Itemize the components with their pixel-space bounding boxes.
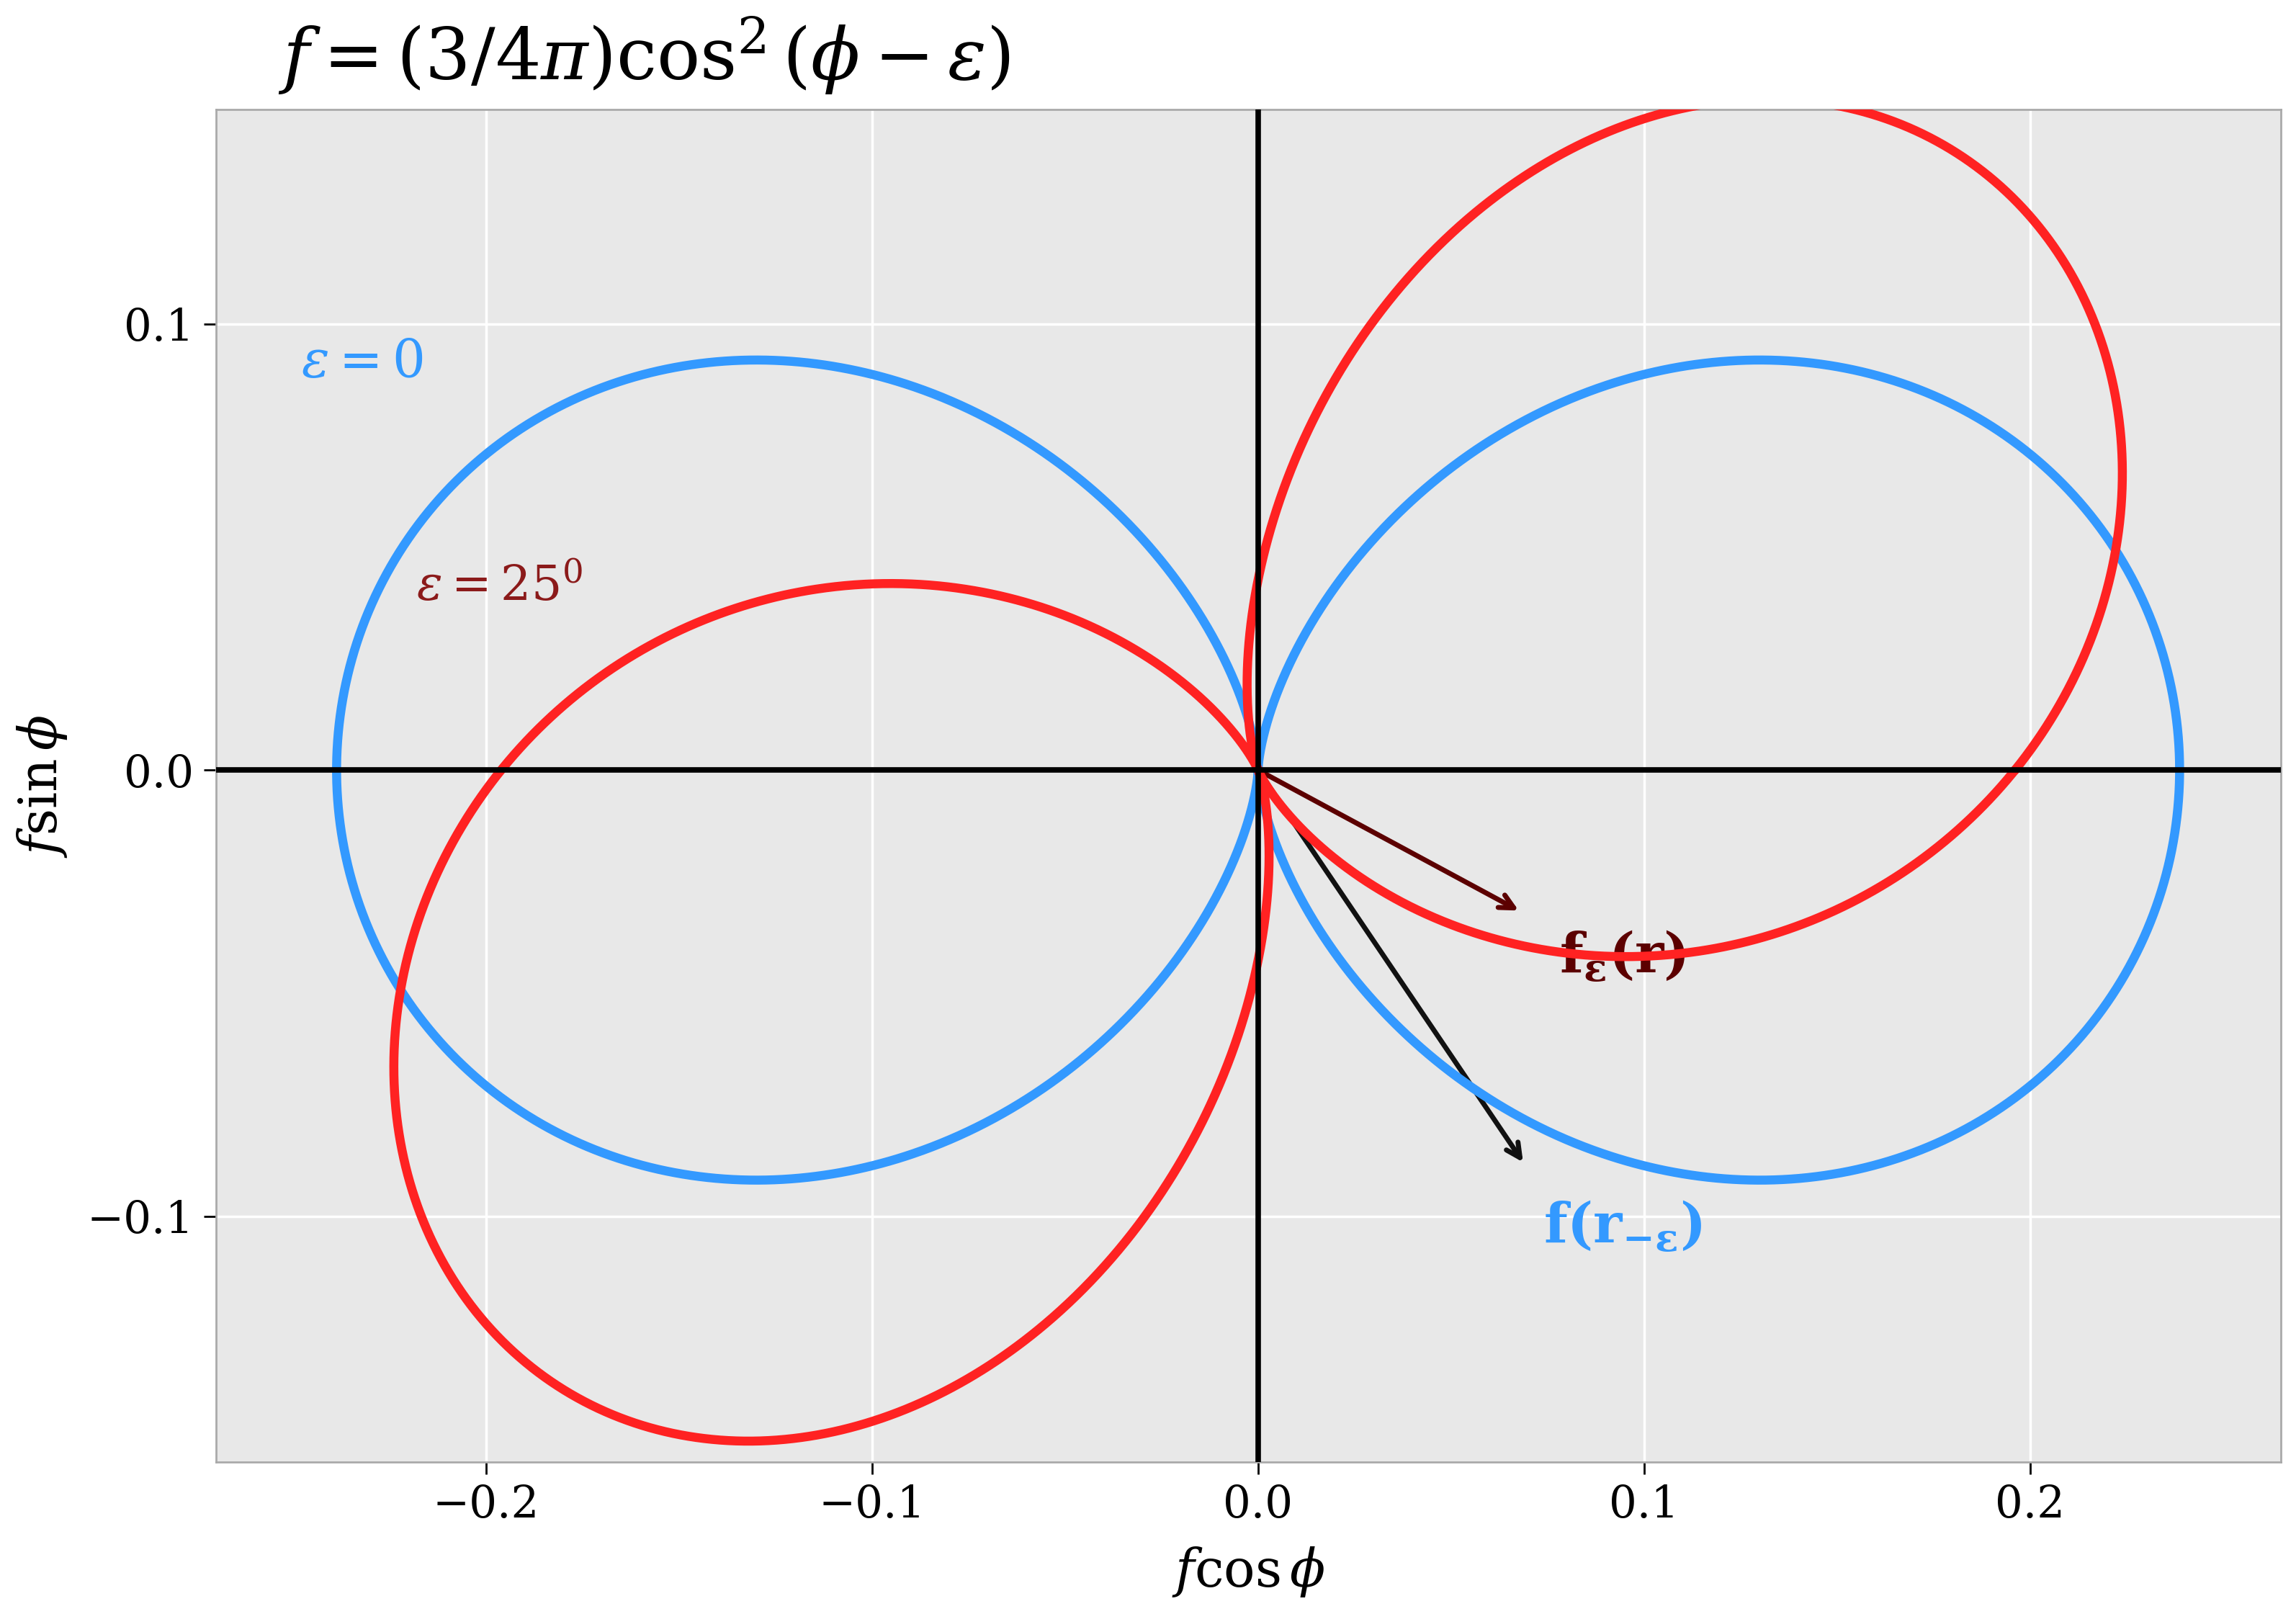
Y-axis label: $f\sin\phi$: $f\sin\phi$ <box>16 713 69 857</box>
X-axis label: $f\cos\phi$: $f\cos\phi$ <box>1171 1545 1325 1599</box>
Text: $\varepsilon = 25^0$: $\varepsilon = 25^0$ <box>416 563 583 610</box>
Text: $\mathbf{f_\varepsilon(r)}$: $\mathbf{f_\varepsilon(r)}$ <box>1559 930 1685 985</box>
Text: $f = (3/4\pi)\cos^2(\phi-\varepsilon)$: $f = (3/4\pi)\cos^2(\phi-\varepsilon)$ <box>278 15 1010 97</box>
Text: $\mathbf{f(r_{-\varepsilon})}$: $\mathbf{f(r_{-\varepsilon})}$ <box>1543 1199 1701 1254</box>
Text: $\varepsilon = 0$: $\varepsilon = 0$ <box>301 337 422 389</box>
